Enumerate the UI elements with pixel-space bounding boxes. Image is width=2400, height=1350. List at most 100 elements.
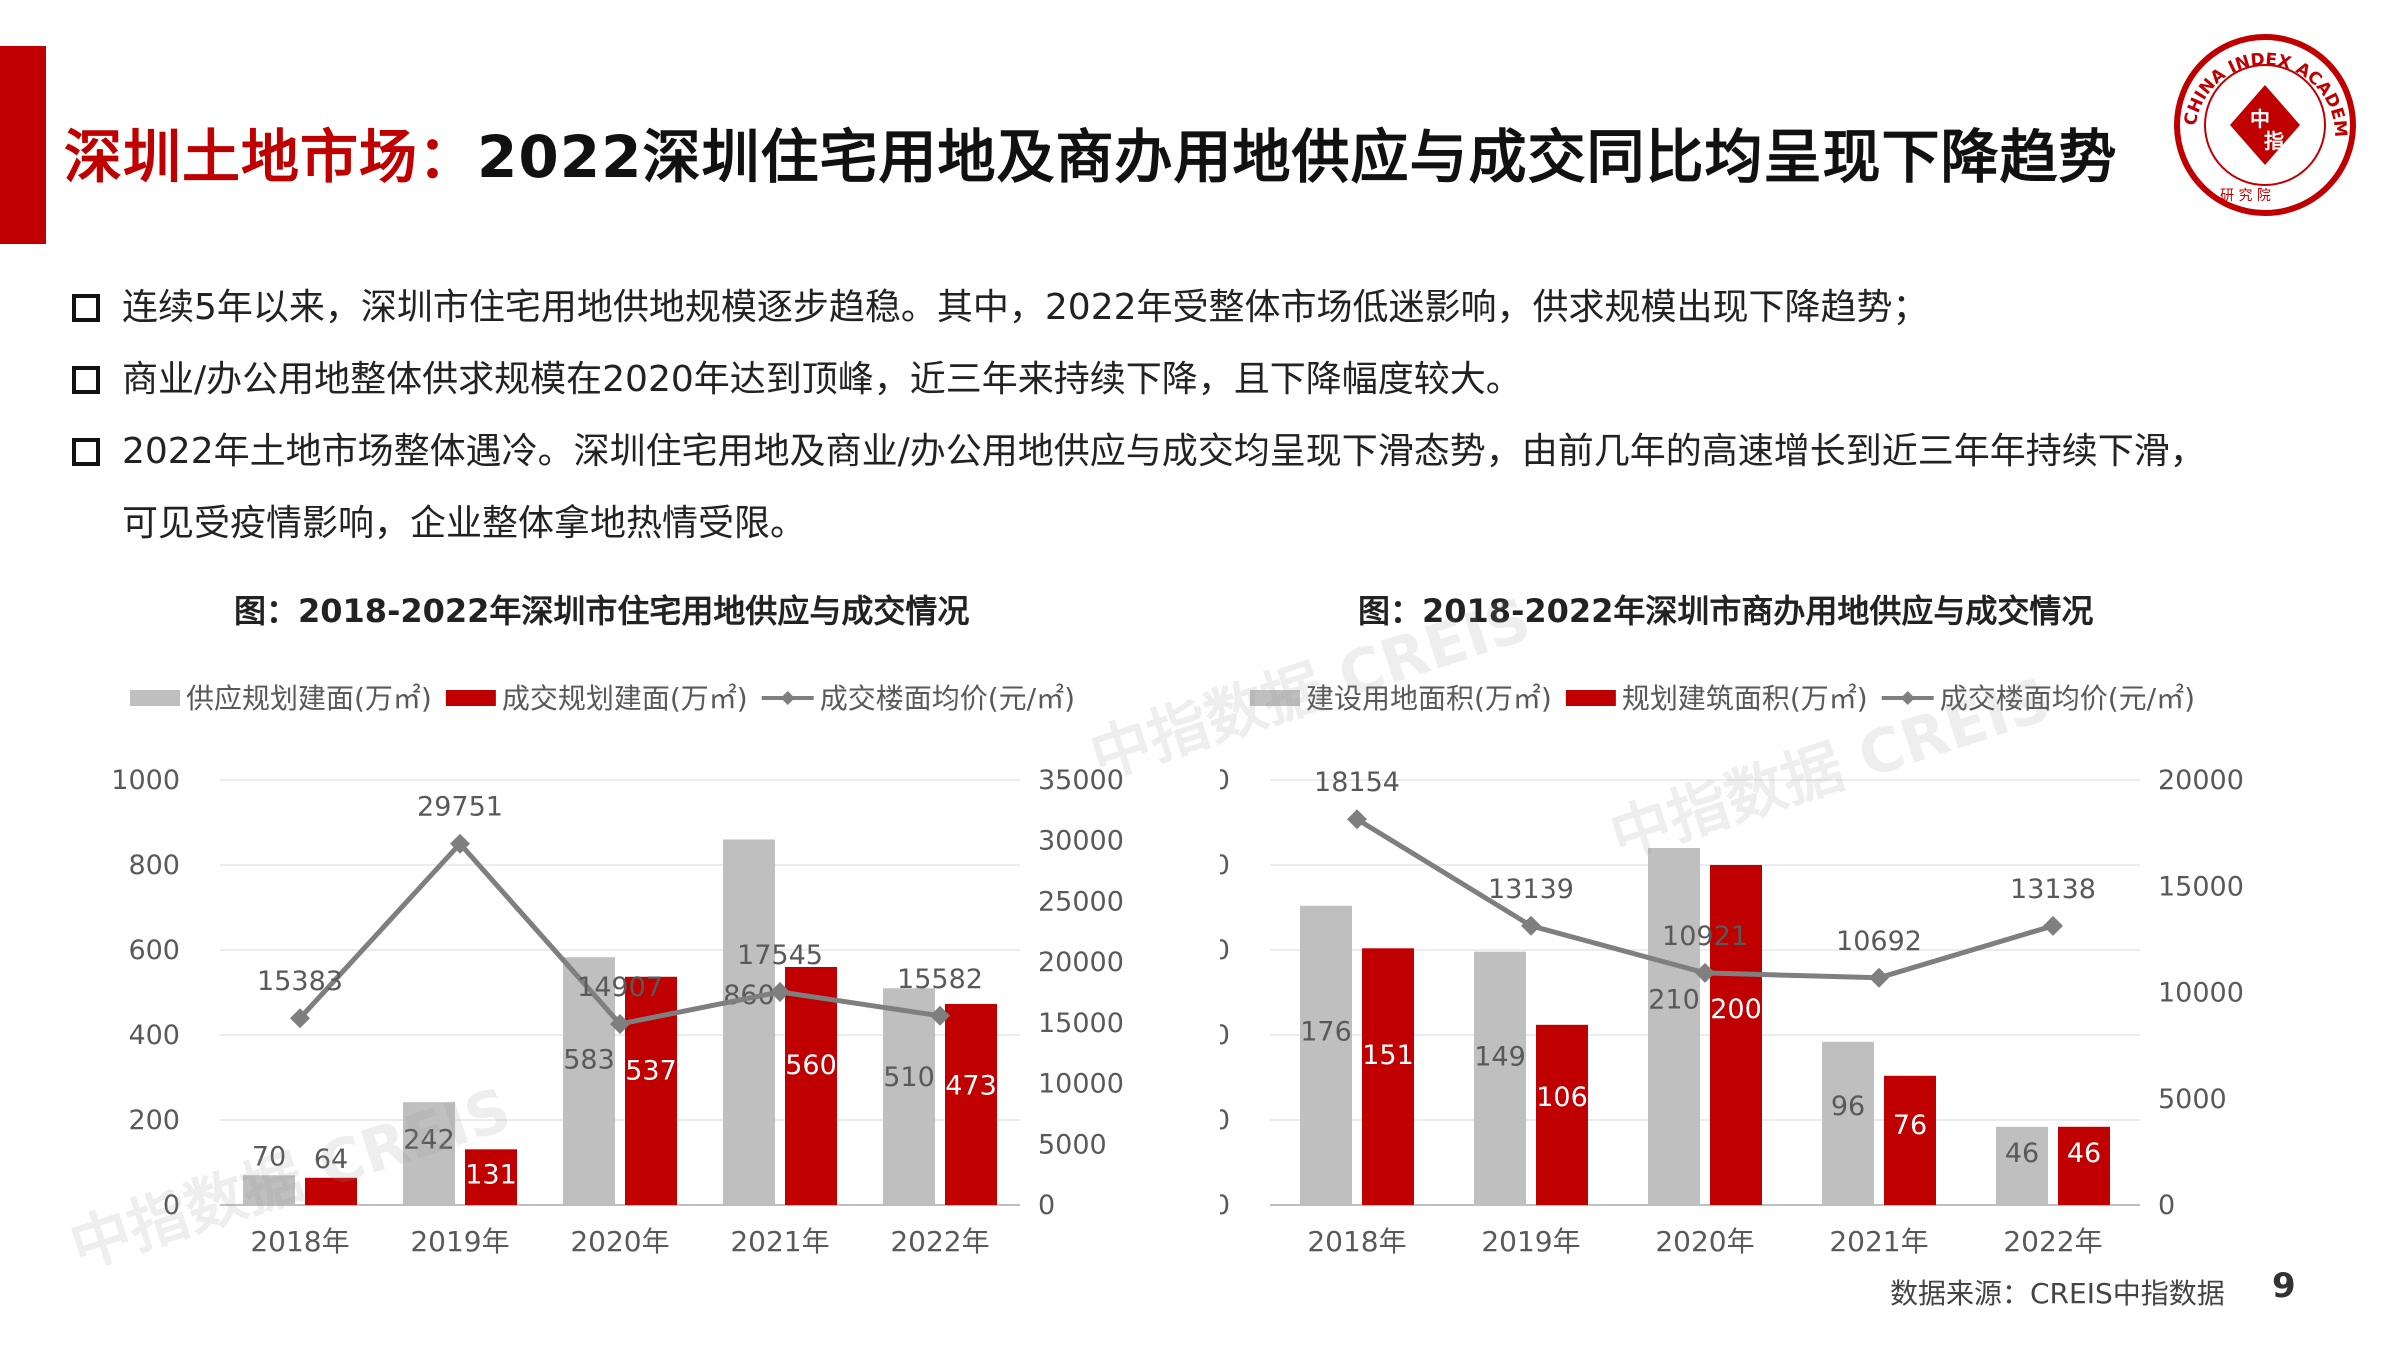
bar-data-label: 106	[1536, 1082, 1588, 1113]
y2-tick-label: 35000	[1038, 765, 1124, 796]
line-data-label: 17545	[737, 940, 823, 971]
x-tick-label: 2020年	[1655, 1225, 1754, 1258]
y2-tick-label: 25000	[1038, 886, 1124, 917]
commercial-land-chart: 建设用地面积(万㎡) 规划建筑面积(万㎡) 成交楼面均价(元/㎡) 0 50 100 150…	[1220, 682, 2244, 1258]
line-data-label: 15582	[897, 964, 983, 995]
y2-tick-label: 0	[2158, 1190, 2175, 1221]
bullet-item: 连续5年以来，深圳市住宅用地供地规模逐步趋稳。其中，2022年受整体市场低迷影响…	[66, 272, 2216, 344]
y-tick-label: 150	[1220, 935, 1230, 966]
data-source-note: 数据来源：CREIS中指数据	[1890, 1277, 2225, 1310]
y2-tick-label: 0	[1038, 1190, 1055, 1221]
bar	[785, 967, 837, 1205]
line-data-label: 13139	[1488, 874, 1574, 905]
x-tick-label: 2018年	[1307, 1225, 1406, 1258]
y-tick-label: 250	[1220, 765, 1230, 796]
line-data-label: 14907	[577, 972, 663, 1003]
y-tick-label: 1000	[111, 765, 180, 796]
bar-data-label: 46	[2067, 1138, 2101, 1169]
bar-data-label: 131	[465, 1159, 517, 1190]
page-title-prefix: 深圳土地市场：	[64, 123, 478, 191]
bullet-text: 商业/办公用地整体供求规模在2020年达到顶峰，近三年来持续下降，且下降幅度较大…	[122, 359, 1522, 400]
y2-tick-label: 10000	[1038, 1069, 1124, 1100]
x-tick-label: 2022年	[890, 1225, 989, 1258]
line-data-label: 10921	[1662, 921, 1748, 952]
bar	[945, 1003, 997, 1205]
legend-swatch	[1565, 690, 1616, 706]
line-point-marker	[610, 1013, 630, 1034]
line-data-label: 15383	[257, 966, 343, 997]
bar	[2058, 1126, 2110, 1205]
bar	[465, 1149, 517, 1205]
china-index-academy-logo: CHINA INDEX ACADEMY 中 指 研 究 院	[2170, 30, 2356, 216]
y2-tick-label: 15000	[1038, 1008, 1124, 1039]
legend-marker-icon	[1900, 691, 1915, 705]
bar-data-label: 46	[2005, 1138, 2039, 1169]
bar-data-label: 560	[785, 1050, 837, 1081]
bullet-item: 2022年土地市场整体遇冷。深圳住宅用地及商业/办公用地供应与成交均呈现下滑态势…	[66, 416, 2216, 560]
legend-label: 供应规划建面(万㎡)	[186, 682, 432, 715]
legend-label: 建设用地面积(万㎡)	[1306, 682, 1552, 715]
legend-label: 成交规划建面(万㎡)	[502, 682, 748, 715]
square-bullet-icon	[72, 294, 100, 322]
y-tick-label: 0	[163, 1190, 180, 1221]
legend-label: 成交楼面均价(元/㎡)	[820, 682, 1075, 715]
page-number: 9	[2272, 1266, 2296, 1306]
legend-swatch	[445, 690, 496, 706]
line-point-marker	[290, 1008, 310, 1029]
line-point-marker	[1695, 962, 1715, 983]
bullet-list: 连续5年以来，深圳市住宅用地供地规模逐步趋稳。其中，2022年受整体市场低迷影响…	[66, 272, 2216, 560]
bar-data-label: 64	[314, 1144, 348, 1175]
square-bullet-icon	[72, 438, 100, 466]
bar-data-label: 96	[1831, 1091, 1865, 1122]
residential-land-chart: 供应规划建面(万㎡) 成交规划建面(万㎡) 成交楼面均价(元/㎡) 0 200 400 60…	[111, 682, 1124, 1258]
y2-tick-label: 5000	[2158, 1084, 2227, 1115]
bullet-item: 商业/办公用地整体供求规模在2020年达到顶峰，近三年来持续下降，且下降幅度较大…	[66, 344, 2216, 416]
x-tick-label: 2020年	[570, 1225, 669, 1258]
y2-tick-label: 10000	[2158, 978, 2244, 1009]
y-tick-label: 800	[128, 850, 180, 881]
legend-marker-icon	[780, 691, 795, 705]
line-point-marker	[770, 981, 790, 1002]
bar-data-label: 176	[1300, 1016, 1352, 1047]
y2-tick-label: 5000	[1038, 1129, 1107, 1160]
square-bullet-icon	[72, 366, 100, 394]
bar	[1362, 948, 1414, 1205]
y2-tick-label: 20000	[1038, 947, 1124, 978]
bar	[305, 1177, 357, 1205]
bar	[625, 976, 677, 1205]
bar-data-label: 242	[403, 1124, 455, 1155]
bullet-text: 2022年土地市场整体遇冷。深圳住宅用地及商业/办公用地供应与成交均呈现下滑态势…	[122, 431, 2206, 544]
y-tick-label: 400	[128, 1020, 180, 1051]
bar	[1536, 1024, 1588, 1205]
svg-text:中: 中	[2250, 107, 2270, 131]
bar-data-label: 149	[1474, 1042, 1526, 1073]
chart-title-residential: 图：2018-2022年深圳市住宅用地供应与成交情况	[234, 592, 970, 630]
bar	[1648, 848, 1700, 1205]
y-tick-label: 100	[1220, 1020, 1230, 1051]
legend-label: 成交楼面均价(元/㎡)	[1940, 682, 2195, 715]
line-data-label: 29751	[417, 792, 503, 823]
bar	[563, 957, 615, 1205]
line-data-label: 18154	[1314, 767, 1400, 798]
y-tick-label: 600	[128, 935, 180, 966]
x-tick-label: 2018年	[250, 1225, 349, 1258]
x-tick-label: 2019年	[1481, 1225, 1580, 1258]
bar	[723, 839, 775, 1205]
x-tick-label: 2021年	[1829, 1225, 1928, 1258]
bar-data-label: 583	[563, 1045, 615, 1076]
x-tick-label: 2021年	[730, 1225, 829, 1258]
bar	[1474, 951, 1526, 1205]
y2-tick-label: 15000	[2158, 871, 2244, 902]
line-data-label: 10692	[1836, 926, 1922, 957]
line-point-marker	[450, 833, 470, 854]
y-tick-label: 200	[128, 1105, 180, 1136]
y2-tick-label: 30000	[1038, 826, 1124, 857]
legend-swatch	[130, 690, 180, 706]
bar	[1710, 865, 1762, 1205]
line-point-marker	[930, 1005, 950, 1026]
y-tick-label: 50	[1220, 1105, 1230, 1136]
bar-data-label: 151	[1362, 1040, 1414, 1071]
svg-text:指: 指	[2264, 129, 2284, 153]
line-point-marker	[1521, 915, 1541, 936]
bar	[1822, 1041, 1874, 1205]
